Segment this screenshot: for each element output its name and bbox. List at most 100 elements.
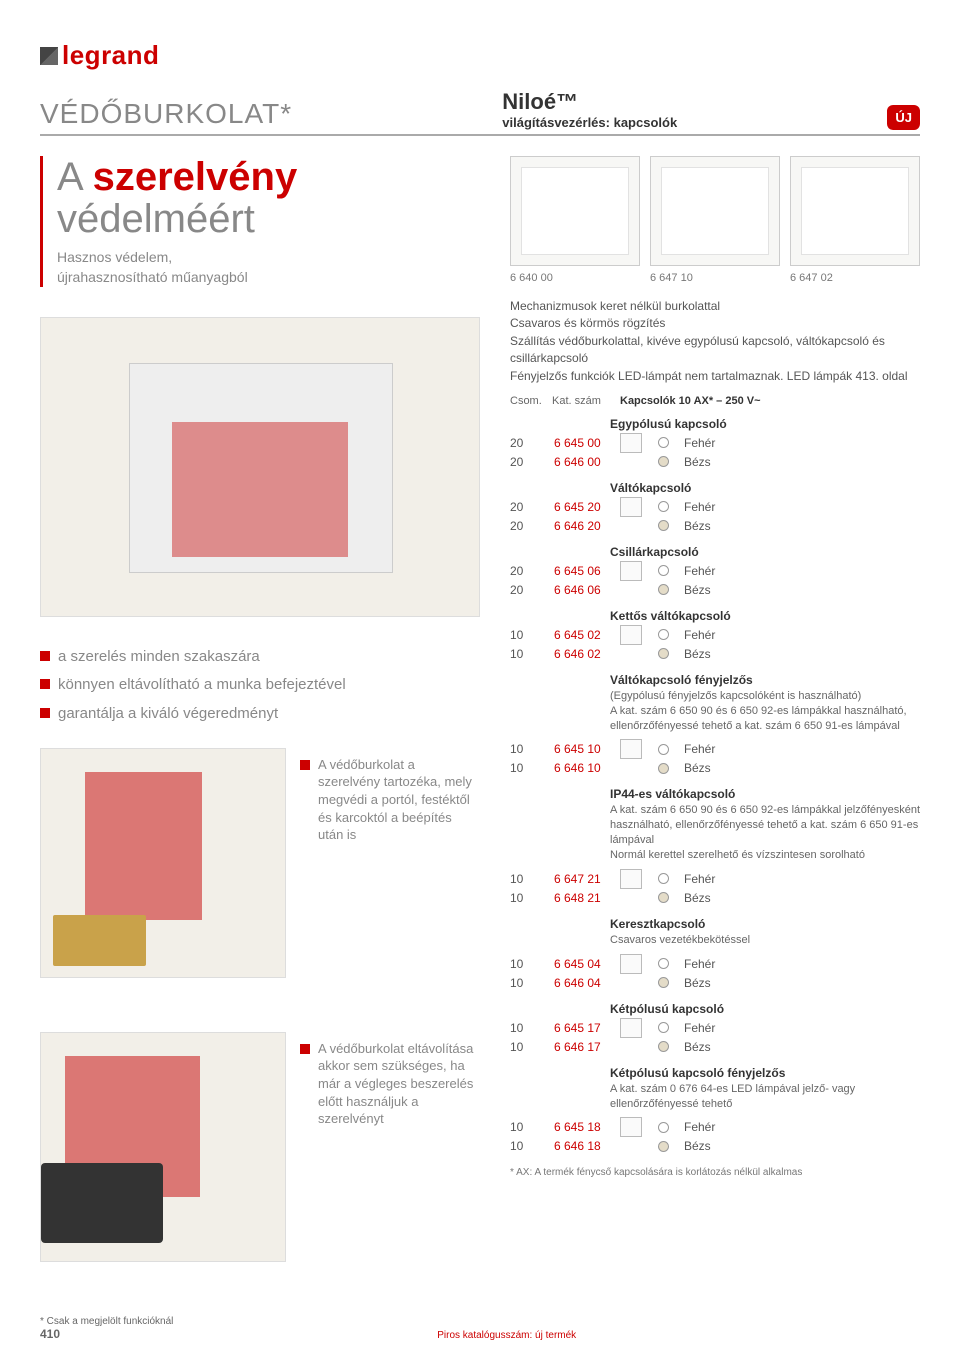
bullet-icon: [40, 708, 50, 718]
color-swatch: [658, 1141, 669, 1152]
switch-icon: [620, 739, 642, 759]
row-qty: 20: [510, 564, 544, 578]
swatch-wrap: [652, 763, 674, 774]
switch-icon: [620, 954, 642, 974]
color-swatch: [658, 456, 669, 467]
row-label: Bézs: [684, 583, 711, 597]
section-title: Kettős váltókapcsoló: [610, 609, 920, 623]
row-qty: 10: [510, 891, 544, 905]
row-code: 6 648 21: [554, 891, 610, 905]
product-thumb-3: [790, 156, 920, 266]
row-label: Fehér: [684, 1120, 715, 1134]
bullet-icon: [40, 651, 50, 661]
swatch-wrap: [652, 520, 674, 531]
row-label: Fehér: [684, 1021, 715, 1035]
bullet-1: a szerelés minden szakaszára: [58, 647, 260, 667]
color-swatch: [658, 584, 669, 595]
swatch-wrap: [652, 873, 674, 884]
row-qty: 10: [510, 761, 544, 775]
section-title: Kétpólusú kapcsoló: [610, 1002, 920, 1016]
switch-icon: [620, 625, 642, 645]
row-label: Bézs: [684, 1139, 711, 1153]
color-swatch: [658, 565, 669, 576]
color-swatch: [658, 1122, 669, 1133]
section-title: Váltókapcsoló fényjelzős: [610, 673, 920, 687]
row-label: Fehér: [684, 872, 715, 886]
switch-icon: [620, 561, 642, 581]
row-label: Bézs: [684, 976, 711, 990]
product-row: 106 646 02Bézs: [510, 645, 920, 663]
swatch-wrap: [652, 1041, 674, 1052]
product-row: 106 645 18Fehér: [510, 1117, 920, 1137]
product-photo-1: [40, 317, 480, 617]
swatch-wrap: [652, 584, 674, 595]
product-row: 206 646 20Bézs: [510, 517, 920, 535]
th-title: Kapcsolók 10 AX* – 250 V~: [620, 395, 761, 407]
row-code: 6 646 10: [554, 761, 610, 775]
bullet-3: garantálja a kiváló végeredményt: [58, 704, 278, 724]
color-swatch: [658, 501, 669, 512]
row-qty: 10: [510, 957, 544, 971]
row-label: Fehér: [684, 957, 715, 971]
bullet-2: könnyen eltávolítható a munka befejeztév…: [58, 675, 346, 695]
footer-left-note: * Csak a megjelölt funkcióknál: [40, 1316, 173, 1327]
hero-accent: szerelvény: [93, 155, 298, 199]
swatch-wrap: [652, 629, 674, 640]
thumb-code-1: 6 640 00: [510, 272, 640, 284]
section-note: (Egypólusú fényjelzős kapcsolóként is ha…: [610, 689, 920, 734]
product-row: 206 645 06Fehér: [510, 561, 920, 581]
color-swatch: [658, 977, 669, 988]
product-row: 106 646 04Bézs: [510, 974, 920, 992]
row-qty: 20: [510, 583, 544, 597]
product-row: 10 6 648 21 Bézs: [510, 889, 920, 907]
row-label: Fehér: [684, 564, 715, 578]
section-note: Csavaros vezetékbekötéssel: [610, 933, 920, 948]
swatch-wrap: [652, 1022, 674, 1033]
swatch-wrap: [652, 744, 674, 755]
row-label: Bézs: [684, 891, 711, 905]
section-title: Váltókapcsoló: [610, 481, 920, 495]
bullet-icon: [40, 679, 50, 689]
row-qty: 10: [510, 872, 544, 886]
swatch-wrap: [652, 565, 674, 576]
product-row: 206 646 00Bézs: [510, 453, 920, 471]
row-qty: 10: [510, 628, 544, 642]
section-title: IP44-es váltókapcsoló: [610, 787, 920, 801]
section-title: Keresztkapcsoló: [610, 917, 920, 931]
row-code: 6 645 18: [554, 1120, 610, 1134]
swatch-wrap: [652, 1141, 674, 1152]
product-row: 10 6 645 04 Fehér: [510, 954, 920, 974]
product-row: 10 6 647 21 Fehér: [510, 869, 920, 889]
row-code: 6 645 10: [554, 742, 610, 756]
product-row: 106 645 17Fehér: [510, 1018, 920, 1038]
product-row: 106 645 02Fehér: [510, 625, 920, 645]
product-row: 106 646 18Bézs: [510, 1137, 920, 1155]
row-label: Bézs: [684, 761, 711, 775]
th-csom: Csom.: [510, 395, 544, 407]
side-text-2: A védőburkolat eltávolítása akkor sem sz…: [318, 1040, 480, 1128]
row-code: 6 647 21: [554, 872, 610, 886]
switch-icon: [620, 1018, 642, 1038]
thumb-code-3: 6 647 02: [790, 272, 920, 284]
row-qty: 20: [510, 455, 544, 469]
ax-footnote: * AX: A termék fénycső kapcsolására is k…: [510, 1167, 920, 1178]
product-row: 106 645 10Fehér: [510, 739, 920, 759]
color-swatch: [658, 1041, 669, 1052]
product-row: 106 646 17Bézs: [510, 1038, 920, 1056]
switch-icon: [620, 869, 642, 889]
product-sections: Egypólusú kapcsoló206 645 00Fehér206 646…: [510, 417, 920, 1155]
color-swatch: [658, 437, 669, 448]
row-qty: 20: [510, 519, 544, 533]
swatch-wrap: [652, 977, 674, 988]
row-qty: 10: [510, 647, 544, 661]
logo-text: legrand: [62, 40, 159, 71]
swatch-wrap: [652, 1122, 674, 1133]
product-photo-2: [40, 748, 286, 978]
color-swatch: [658, 958, 669, 969]
footer-center: Piros katalógusszám: új termék: [173, 1330, 840, 1341]
swatch-wrap: [652, 958, 674, 969]
row-code: 6 645 04: [554, 957, 610, 971]
row-code: 6 646 20: [554, 519, 610, 533]
row-label: Bézs: [684, 647, 711, 661]
row-label: Bézs: [684, 455, 711, 469]
